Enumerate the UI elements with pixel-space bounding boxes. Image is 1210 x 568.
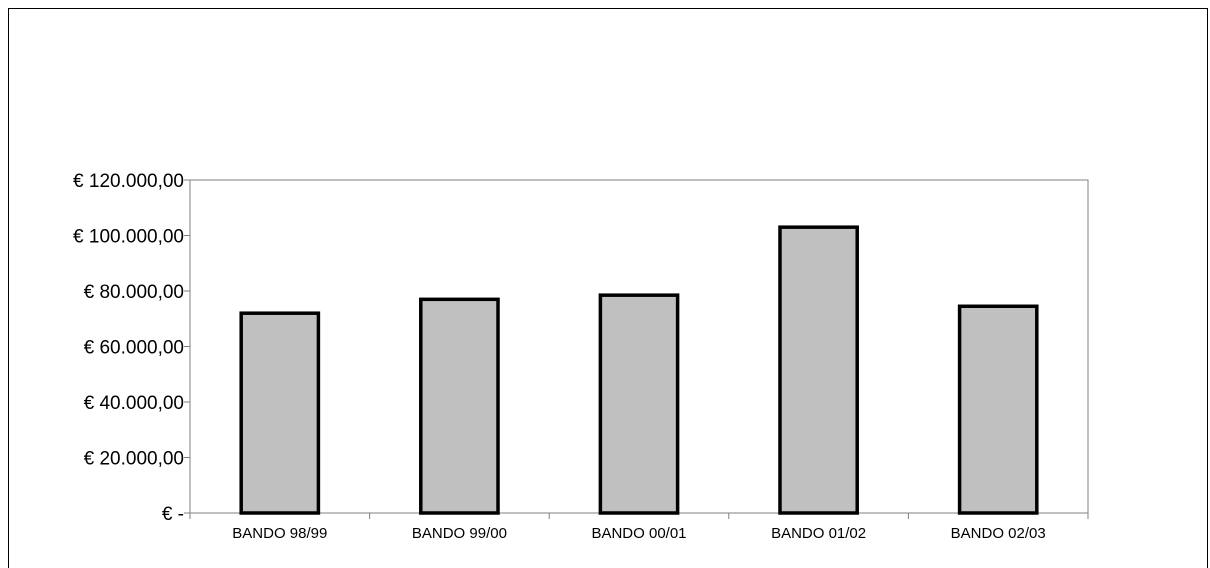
x-category-label: BANDO 98/99 xyxy=(232,525,327,542)
y-tick-label: € 80.000,00 xyxy=(84,282,184,303)
bar xyxy=(419,297,500,515)
y-tick-label: € 60.000,00 xyxy=(84,338,184,359)
bar xyxy=(957,304,1039,515)
y-tick-label: € 20.000,00 xyxy=(84,449,184,470)
x-category-label: BANDO 01/02 xyxy=(771,525,866,542)
y-tick-label: € 120.000,00 xyxy=(73,171,184,192)
bar xyxy=(239,311,321,515)
y-axis: € - € 20.000,00 € 40.000,00 € 60.000,00 € 80… xyxy=(73,171,191,525)
bar xyxy=(778,225,859,515)
x-category-label: BANDO 00/01 xyxy=(591,525,686,542)
x-category-label: BANDO 02/03 xyxy=(951,525,1046,542)
bars xyxy=(239,225,1039,515)
x-axis: BANDO 98/99 BANDO 99/00 BANDO 00/01 BANDO 0… xyxy=(189,512,1089,542)
x-category-label: BANDO 99/00 xyxy=(412,525,507,542)
y-tick-label: € - xyxy=(162,504,184,525)
y-tick-label: € 100.000,00 xyxy=(73,227,184,248)
y-tick-label: € 40.000,00 xyxy=(84,393,184,414)
bar xyxy=(598,293,680,515)
